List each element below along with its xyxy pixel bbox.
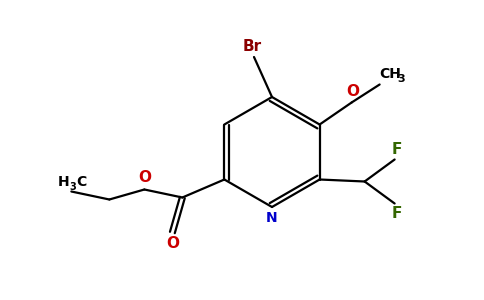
Text: H: H [58, 175, 69, 188]
Text: 3: 3 [69, 182, 76, 191]
Text: CH: CH [379, 68, 402, 82]
Text: O: O [166, 236, 179, 251]
Text: 3: 3 [398, 74, 405, 85]
Text: Br: Br [242, 39, 261, 54]
Text: F: F [392, 142, 402, 158]
Text: O: O [138, 170, 151, 185]
Text: F: F [392, 206, 402, 220]
Text: O: O [346, 85, 359, 100]
Text: N: N [266, 211, 278, 225]
Text: C: C [76, 175, 87, 188]
